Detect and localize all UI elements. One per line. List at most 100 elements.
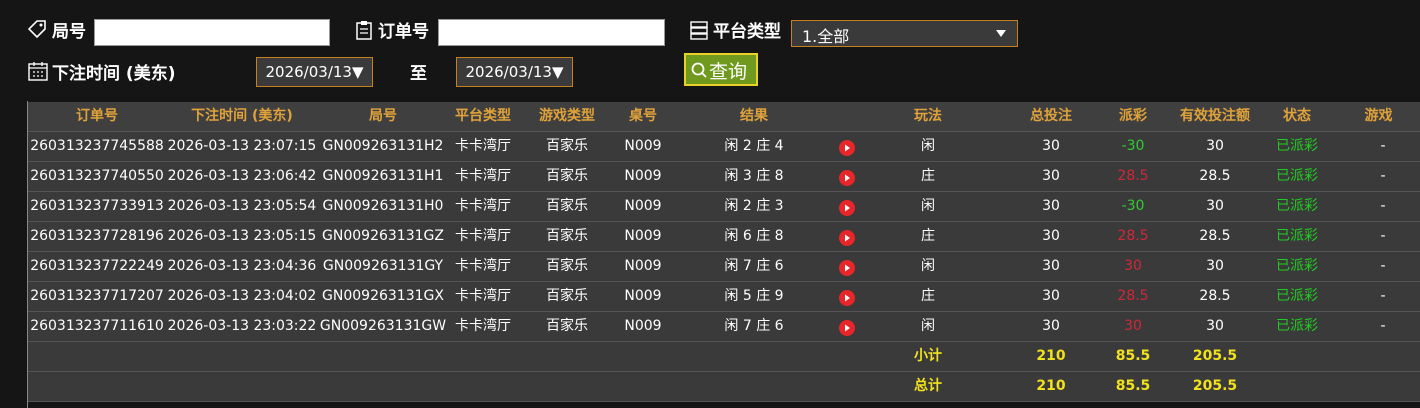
cell: 百家乐 (546, 168, 588, 184)
play-icon[interactable] (839, 170, 855, 186)
table-border (27, 101, 28, 408)
header-cell: 玩法 (914, 108, 942, 124)
cell: GN009263131H2 (322, 138, 444, 154)
cell: 30 (1042, 318, 1060, 334)
total-total-bet: 210 (1036, 378, 1066, 394)
cell: 卡卡湾厅 (455, 198, 511, 214)
cell: 闲 (921, 318, 935, 334)
cell: -30 (1121, 138, 1145, 154)
total-label: 总计 (914, 378, 942, 394)
header-cell: 下注时间 (美东) (191, 108, 293, 124)
cell: 30 (1206, 318, 1224, 334)
cell: 28.5 (1199, 168, 1231, 184)
date-from[interactable]: 2026/03/13▼ (256, 57, 373, 87)
play-icon[interactable] (839, 320, 855, 336)
cell: 已派彩 (1276, 198, 1318, 214)
cell: 2026-03-13 23:03:22 (167, 318, 317, 334)
header-cell: 总投注 (1030, 108, 1072, 124)
header-cell: 有效投注额 (1180, 108, 1250, 124)
table-row: 260313237740550 2026-03-13 23:06:42 GN0092… (28, 162, 1420, 192)
table-row: 260313237733913 2026-03-13 23:05:54 GN0092… (28, 192, 1420, 222)
tag-icon (28, 20, 46, 39)
cell: 已派彩 (1276, 138, 1318, 154)
cell: N009 (624, 168, 662, 184)
cell: 2026-03-13 23:04:36 (167, 258, 317, 274)
cell: 闲 (921, 138, 935, 154)
order-no-input[interactable] (438, 19, 665, 46)
to-label: 至 (410, 64, 427, 84)
play-icon[interactable] (839, 260, 855, 276)
cell: 28.5 (1117, 228, 1149, 244)
cell: N009 (624, 198, 662, 214)
cell: 260313237728196 (30, 228, 164, 244)
total-valid-bet: 205.5 (1192, 378, 1238, 394)
cell: 百家乐 (546, 318, 588, 334)
cell: 2026-03-13 23:07:15 (167, 138, 317, 154)
cell: 闲 (921, 198, 935, 214)
cell: 2026-03-13 23:05:54 (167, 198, 317, 214)
header-cell: 游戏类型 (539, 108, 595, 124)
play-icon[interactable] (839, 200, 855, 216)
cell: 260313237717207 (30, 288, 164, 304)
cell: N009 (624, 138, 662, 154)
play-icon[interactable] (839, 290, 855, 306)
platform-value: 1.全部 (802, 27, 850, 46)
header-cell: 桌号 (629, 108, 657, 124)
cell: 闲 2 庄 4 (724, 138, 784, 154)
header-cell: 局号 (369, 108, 397, 124)
play-icon[interactable] (839, 140, 855, 156)
cell: 已派彩 (1276, 168, 1318, 184)
cell: 卡卡湾厅 (455, 318, 511, 334)
header-cell: 状态 (1283, 108, 1311, 124)
cell: N009 (624, 228, 662, 244)
cell: 30 (1124, 258, 1142, 274)
cell: 30 (1042, 288, 1060, 304)
cell: 30 (1206, 198, 1224, 214)
cell: 百家乐 (546, 198, 588, 214)
cell: N009 (624, 288, 662, 304)
cell: GN009263131GW (319, 318, 447, 334)
header-cell: 订单号 (76, 108, 118, 124)
cell: 百家乐 (546, 228, 588, 244)
cell: - (1380, 228, 1386, 244)
header-cell: 派彩 (1119, 108, 1147, 124)
cell: 30 (1124, 318, 1142, 334)
play-icon[interactable] (839, 230, 855, 246)
table-row: 260313237728196 2026-03-13 23:05:15 GN0092… (28, 222, 1420, 252)
cell: - (1380, 168, 1386, 184)
cell: - (1380, 138, 1386, 154)
time-label: 下注时间 (美东) (52, 64, 176, 84)
search-icon (691, 62, 707, 78)
cell: 庄 (921, 228, 935, 244)
cell: 2026-03-13 23:05:15 (167, 228, 317, 244)
cell: N009 (624, 258, 662, 274)
cell: 30 (1042, 228, 1060, 244)
cell: 卡卡湾厅 (455, 258, 511, 274)
dropdown-arrow (996, 30, 1006, 37)
cell: - (1380, 288, 1386, 304)
cell: 闲 2 庄 3 (724, 198, 784, 214)
search-label: 查询 (709, 61, 748, 83)
game-no-input[interactable] (94, 19, 330, 46)
cell: 卡卡湾厅 (455, 138, 511, 154)
subtotal-valid-bet: 205.5 (1192, 348, 1238, 364)
cell: 已派彩 (1276, 318, 1318, 334)
cell: -30 (1121, 198, 1145, 214)
cell: 已派彩 (1276, 258, 1318, 274)
cell: GN009263131GX (322, 288, 444, 304)
search-button[interactable]: 查询 (684, 53, 758, 86)
cell: GN009263131H1 (322, 168, 444, 184)
cell: 闲 3 庄 8 (724, 168, 784, 184)
cell: 260313237711610 (30, 318, 164, 334)
cell: 30 (1042, 198, 1060, 214)
cell: - (1380, 198, 1386, 214)
total-row: 总计 210 85.5 205.5 (28, 372, 1420, 402)
cell: 30 (1206, 258, 1224, 274)
platform-select[interactable]: 1.全部 (791, 20, 1018, 47)
total-payout: 85.5 (1115, 378, 1151, 394)
calendar-icon (28, 62, 48, 81)
date-to[interactable]: 2026/03/13▼ (456, 57, 573, 87)
cell: 百家乐 (546, 258, 588, 274)
header-cell: 结果 (740, 108, 768, 124)
game-no-label: 局号 (52, 22, 86, 42)
